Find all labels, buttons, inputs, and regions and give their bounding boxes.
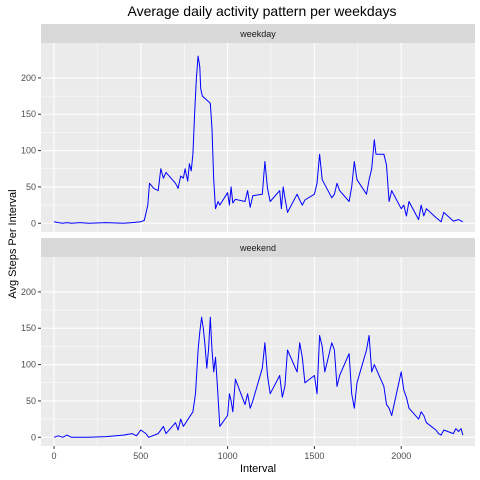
strip-weekend	[41, 238, 475, 257]
x-tick-label: 1500	[304, 451, 324, 461]
series-line-weekday	[53, 55, 464, 224]
y-axis-weekday: 0 50 100 150 200	[21, 73, 41, 228]
strip-label-weekday: weekday	[239, 29, 276, 39]
x-tick-label: 500	[133, 451, 148, 461]
gridlines-weekend	[41, 257, 475, 446]
panel-background-weekday	[41, 43, 475, 232]
strip-weekday	[41, 24, 475, 43]
y-axis-weekend: 0 50 100 150 200	[21, 287, 41, 442]
panel-weekday: weekday 0 50 100 150 200	[21, 24, 475, 232]
series-weekday	[53, 55, 464, 224]
panel-weekend: weekend 0 50 100 150 200	[21, 238, 475, 446]
series-line-weekend	[53, 316, 464, 438]
y-tick-label: 0	[31, 432, 36, 442]
x-axis: 0 500 1000 1500 2000	[52, 446, 411, 461]
y-tick-label: 150	[21, 109, 36, 119]
y-tick-label: 200	[21, 73, 36, 83]
y-tick-label: 100	[21, 360, 36, 370]
y-tick-label: 200	[21, 287, 36, 297]
series-weekend	[53, 316, 464, 438]
y-tick-label: 50	[26, 182, 36, 192]
y-axis-title: Avg Steps Per Interval	[7, 189, 19, 298]
y-tick-label: 0	[31, 218, 36, 228]
x-tick-label: 1000	[218, 451, 238, 461]
y-tick-label: 150	[21, 323, 36, 333]
y-tick-label: 50	[26, 396, 36, 406]
gridlines-weekday	[41, 43, 475, 232]
panel-background-weekend	[41, 257, 475, 446]
strip-label-weekend: weekend	[239, 243, 276, 253]
y-tick-label: 100	[21, 146, 36, 156]
x-tick-label: 0	[52, 451, 57, 461]
x-axis-title: Interval	[240, 463, 276, 475]
x-tick-label: 2000	[391, 451, 411, 461]
chart-title: Average daily activity pattern per weekd…	[128, 3, 397, 19]
